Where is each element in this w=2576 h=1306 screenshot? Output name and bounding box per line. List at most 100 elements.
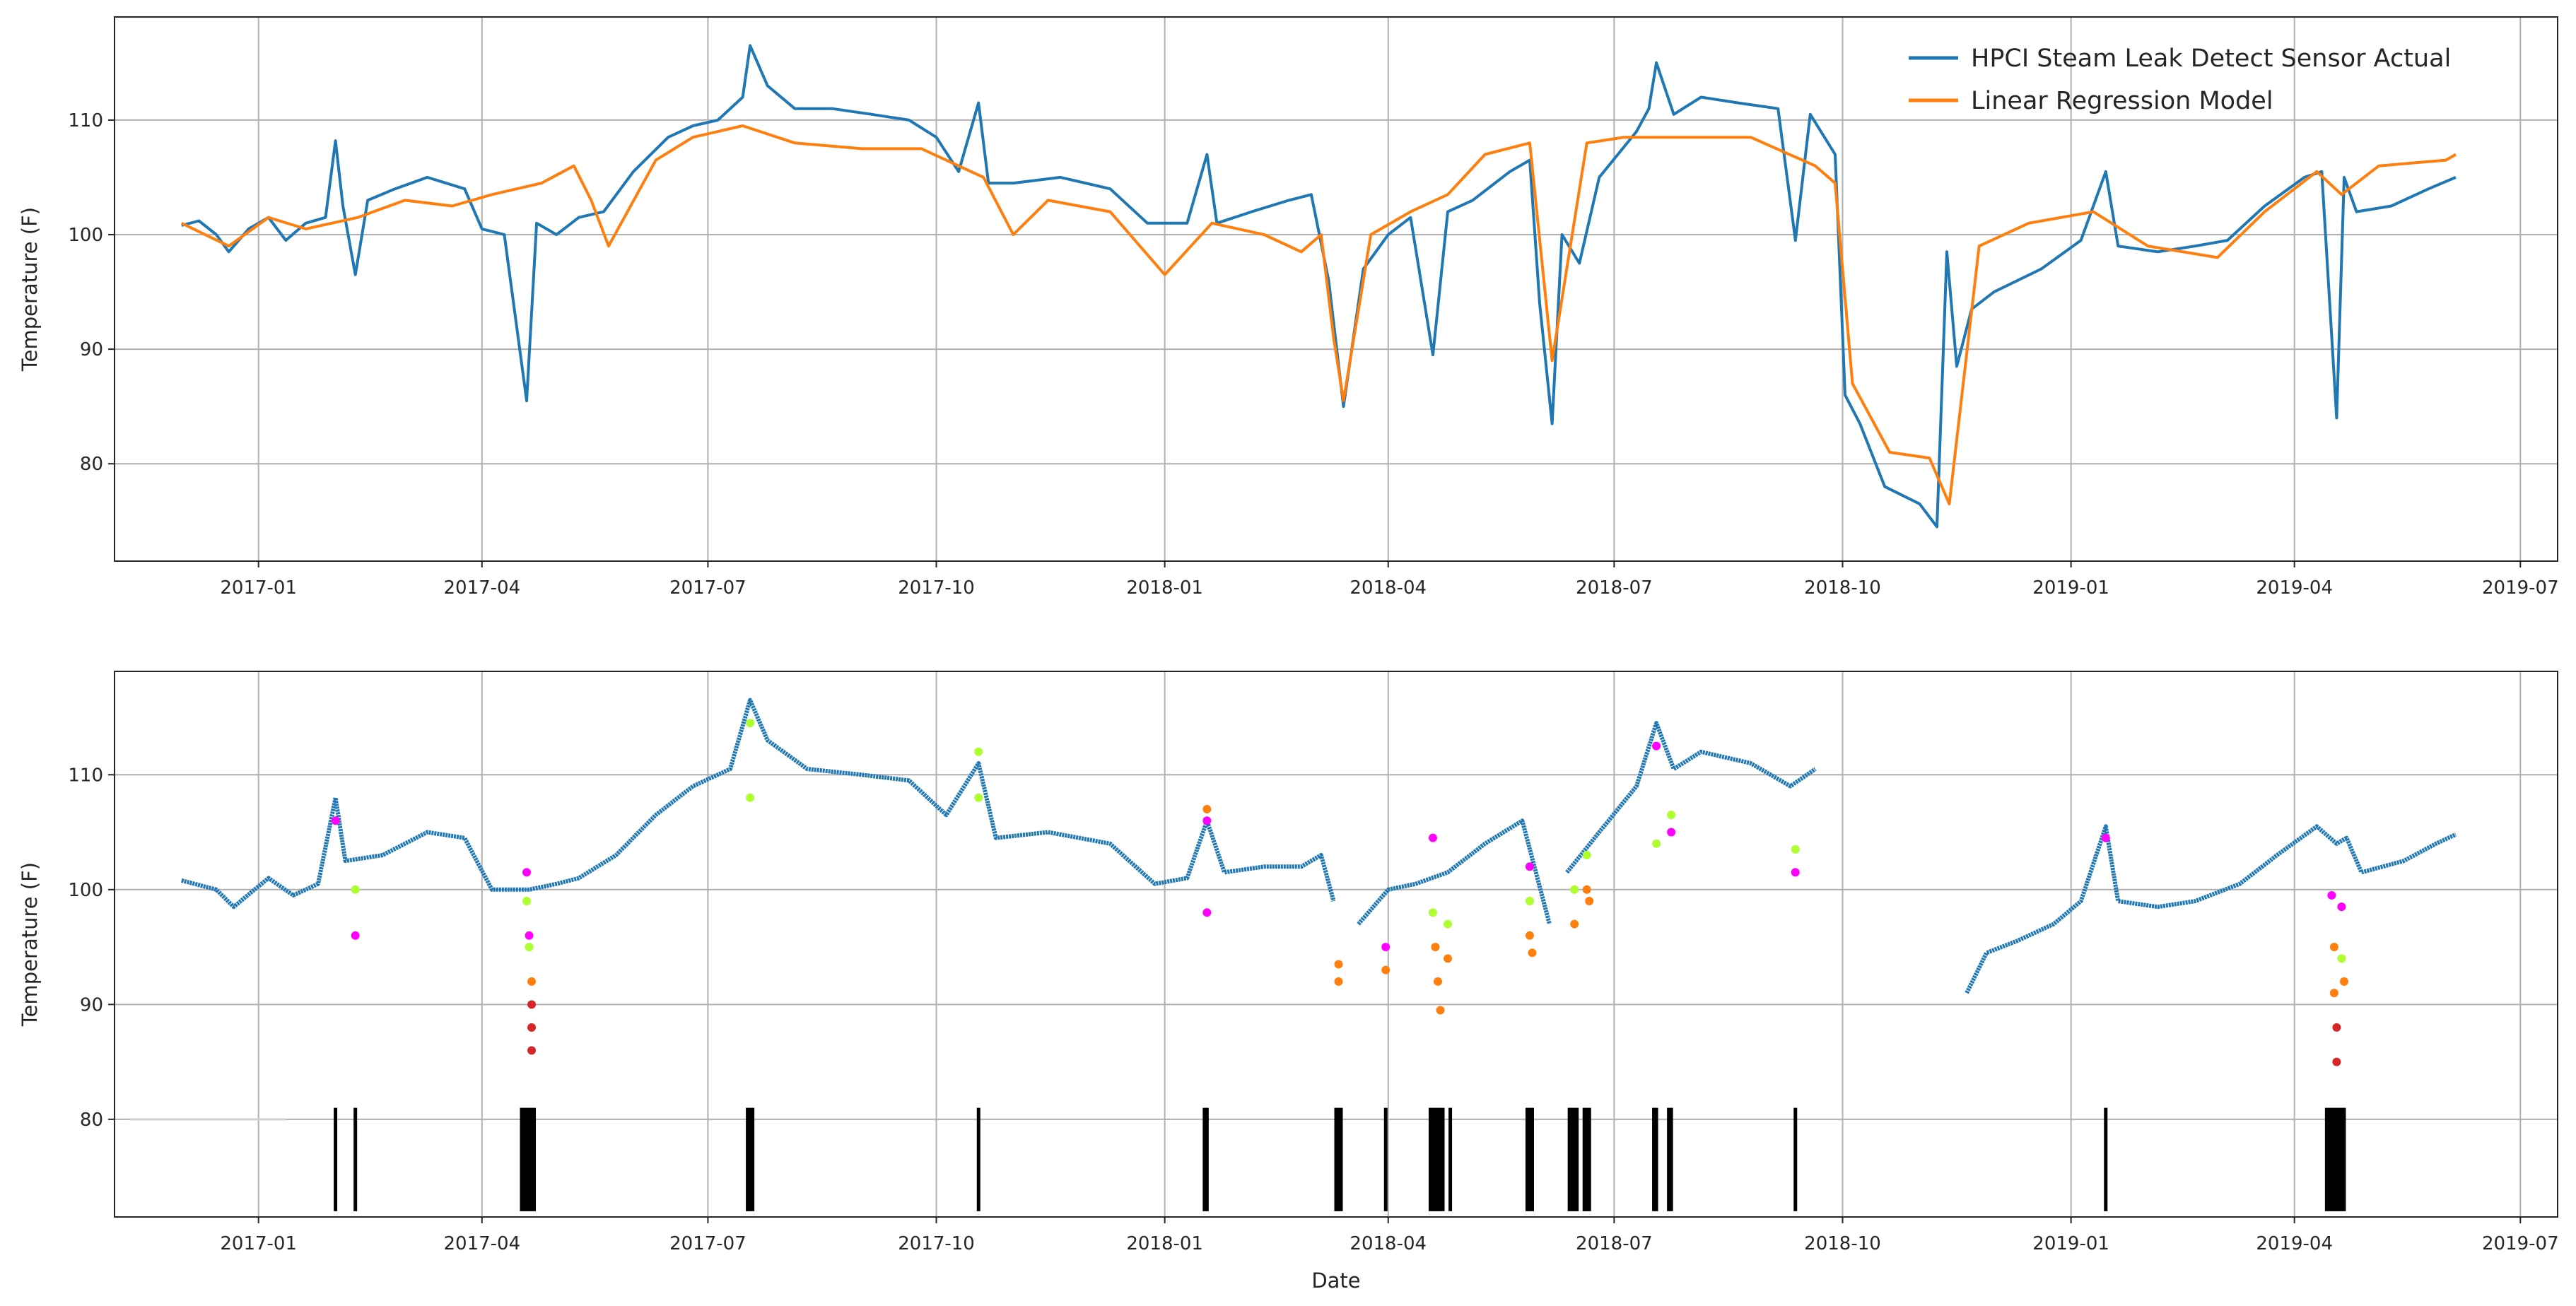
event-bar <box>1567 1107 1571 1211</box>
anomaly-point-lime <box>351 885 360 894</box>
event-bar <box>746 1107 750 1211</box>
x-axis-label: Date <box>1311 1269 1360 1293</box>
anomaly-point-orange <box>1585 897 1594 906</box>
y-tick-label: 100 <box>68 225 103 246</box>
anomaly-point-magenta <box>1202 816 1212 825</box>
event-bar <box>1431 1107 1435 1211</box>
anomaly-point-lime <box>746 793 755 802</box>
legend-label-actual: HPCI Steam Leak Detect Sensor Actual <box>1971 45 2451 73</box>
anomaly-point-lime <box>2337 954 2346 963</box>
legend-label-model: Linear Regression Model <box>1971 87 2273 115</box>
anomaly-point-red <box>527 1023 537 1032</box>
event-bar <box>2327 1107 2331 1211</box>
anomaly-point-orange <box>1528 948 1537 958</box>
x-tick-label: 2019-07 <box>2482 577 2559 599</box>
event-bar <box>1572 1107 1576 1211</box>
event-bar <box>527 1107 532 1211</box>
series-line-model <box>180 124 2457 505</box>
x-tick-label: 2017-10 <box>898 1233 975 1254</box>
x-tick-label: 2018-07 <box>1576 1233 1653 1254</box>
actual-data-segment <box>1565 721 1817 874</box>
legend: HPCI Steam Leak Detect Sensor Actual Line… <box>1909 45 2451 115</box>
anomaly-point-magenta <box>2337 902 2346 912</box>
x-tick-label: 2019-07 <box>2482 1233 2559 1254</box>
event-bar <box>1585 1107 1589 1211</box>
event-bar <box>1652 1107 1656 1211</box>
x-tick-label: 2018-10 <box>1804 1233 1881 1254</box>
event-bar <box>353 1107 358 1211</box>
x-tick-label: 2018-01 <box>1126 1233 1203 1254</box>
anomaly-point-lime <box>1667 811 1676 820</box>
x-tick-label: 2017-01 <box>220 1233 297 1254</box>
anomaly-point-magenta <box>1428 833 1437 842</box>
anomaly-point-magenta <box>2101 833 2110 842</box>
event-bar <box>1205 1107 1209 1211</box>
x-tick-label: 2018-04 <box>1350 577 1427 599</box>
event-bar <box>1428 1107 1432 1211</box>
event-bar <box>1202 1107 1207 1211</box>
event-bar <box>525 1107 529 1211</box>
anomaly-point-red <box>527 1000 537 1009</box>
anomaly-point-orange <box>2339 977 2348 986</box>
anomaly-point-orange <box>1570 919 1579 929</box>
y-tick-label: 110 <box>68 765 103 786</box>
anomaly-point-magenta <box>525 931 534 940</box>
anomaly-point-lime <box>1444 919 1453 929</box>
event-bar <box>976 1107 980 1211</box>
anomaly-point-magenta <box>1667 828 1676 837</box>
actual-data-segment <box>1965 824 2457 994</box>
event-bar <box>1669 1107 1673 1211</box>
x-tick-label: 2017-04 <box>443 577 520 599</box>
y-tick-label: 90 <box>80 994 103 1016</box>
event-bar <box>1448 1107 1453 1211</box>
x-tick-label: 2018-01 <box>1126 577 1203 599</box>
y-tick-label: 90 <box>80 339 103 360</box>
event-bar <box>1433 1107 1437 1211</box>
series-line-actual <box>181 44 2457 529</box>
event-bar <box>2324 1107 2329 1211</box>
x-tick-label: 2017-10 <box>898 577 975 599</box>
event-bar <box>1654 1107 1658 1211</box>
x-tick-label: 2017-07 <box>669 577 747 599</box>
top-chart-panel: 2017-01 2017-04 2017-07 2017-10 2018-01 2018-… <box>18 16 2559 599</box>
anomaly-point-lime <box>525 943 534 952</box>
anomaly-point-orange <box>1381 965 1391 975</box>
anomaly-point-red <box>2332 1057 2341 1066</box>
anomaly-point-orange <box>1434 977 1442 986</box>
anomaly-point-lime <box>1428 908 1437 917</box>
event-bar <box>1582 1107 1586 1211</box>
y-tick-label: 80 <box>80 1110 103 1131</box>
anomaly-point-orange <box>1582 885 1591 894</box>
anomaly-point-orange <box>1202 805 1212 814</box>
event-bar <box>532 1107 537 1211</box>
x-tick-label: 2019-01 <box>2032 577 2109 599</box>
anomaly-point-orange <box>1444 954 1453 963</box>
anomaly-point-lime <box>1582 851 1591 860</box>
y-axis-label: Temperature (F) <box>18 207 42 372</box>
actual-data-segment <box>1357 818 1552 926</box>
event-bar <box>334 1107 338 1211</box>
anomaly-point-orange <box>1431 943 1440 952</box>
anomaly-point-orange <box>2329 943 2338 952</box>
anomaly-point-lime <box>1570 885 1579 894</box>
y-tick-label: 110 <box>68 110 103 131</box>
anomaly-point-magenta <box>1381 943 1391 952</box>
event-bar <box>1383 1107 1388 1211</box>
event-bar <box>2104 1107 2108 1211</box>
anomaly-point-magenta <box>1652 741 1661 751</box>
anomaly-point-orange <box>527 977 537 986</box>
anomaly-point-magenta <box>351 931 360 940</box>
anomaly-point-lime <box>746 719 755 728</box>
event-bar <box>748 1107 752 1211</box>
y-tick-label: 100 <box>68 880 103 901</box>
anomaly-point-orange <box>1334 960 1343 969</box>
event-bar <box>520 1107 524 1211</box>
event-bar <box>529 1107 534 1211</box>
event-bar <box>1436 1107 1440 1211</box>
event-bar <box>1339 1107 1343 1211</box>
event-bar <box>2332 1107 2336 1211</box>
x-tick-label: 2018-07 <box>1576 577 1653 599</box>
anomaly-point-magenta <box>522 868 532 877</box>
event-bar <box>2329 1107 2334 1211</box>
